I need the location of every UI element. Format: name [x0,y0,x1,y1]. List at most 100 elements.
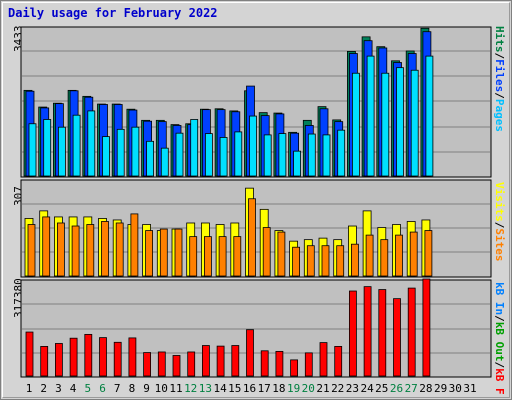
legend-part-0: Visits [493,182,506,222]
bottom-panel-legend: kB In/kB Out/kB F [493,282,506,395]
sites-bar-day-28 [424,230,433,277]
sites-bar-day-23 [350,243,359,277]
kbf-bar-day-18 [275,350,284,377]
sites-bar-day-17 [262,227,271,277]
kbf-bar-day-10 [157,351,166,377]
kbf-bar-day-19 [290,359,299,377]
sites-bar-day-20 [306,245,315,277]
kbf-bar-day-6 [99,337,107,377]
legend-part-2: Sites [493,228,506,262]
pages-bar-day-9 [146,140,155,177]
middle-panel-legend: Visits/Sites [493,182,506,262]
sites-bar-day-16 [248,198,256,277]
pages-bar-day-21 [322,134,331,177]
kbf-bar-day-5 [84,333,93,377]
sites-bar-day-10 [159,228,168,277]
kbf-bar-day-16 [246,329,254,377]
day-label-12: 12 [184,382,198,395]
sites-bar-day-9 [145,230,154,277]
kbf-bar-day-2 [40,346,49,377]
pages-bar-day-10 [160,147,169,177]
pages-bar-day-7 [116,128,125,177]
sites-bar-day-1 [27,224,36,277]
pages-bar-day-1 [28,123,37,177]
sites-bar-day-6 [101,221,109,277]
pages-bar-day-14 [219,137,228,177]
sites-bar-day-15 [233,236,242,277]
day-label-30: 30 [448,382,462,395]
sites-bar-day-7 [115,222,124,277]
pages-bar-day-24 [366,55,375,177]
pages-bar-day-5 [87,110,96,177]
kbf-bar-day-20 [304,352,313,377]
top-panel-legend: Hits/Files/Pages [493,26,506,132]
sites-bar-day-27 [409,231,418,277]
kbf-bar-day-15 [231,345,240,377]
pages-bar-day-26 [396,67,404,177]
day-label-23: 23 [345,382,360,395]
kbf-bar-day-22 [334,346,343,377]
kbf-bar-day-24 [363,286,372,377]
pages-bar-day-17 [263,134,272,177]
pages-bar-day-22 [337,129,346,177]
legend-part-0: Hits [493,26,506,53]
sites-bar-day-3 [57,222,65,277]
kbf-bar-day-17 [260,350,269,377]
pages-bar-day-4 [72,114,81,177]
sites-bar-day-14 [218,236,227,277]
pages-bar-day-15 [234,131,243,177]
kbf-bar-day-26 [393,298,401,377]
day-label-22: 22 [331,382,345,395]
legend-part-2: kB Out [493,321,506,362]
kbf-bar-day-28 [422,278,431,377]
pages-bar-day-6 [102,136,110,177]
sites-bar-day-4 [71,225,80,277]
day-label-19: 19 [286,382,301,395]
day-label-29: 29 [433,382,448,395]
kbf-bar-day-7 [113,341,122,377]
pages-bar-day-25 [381,72,390,177]
kbf-bar-day-25 [378,289,387,377]
day-label-9: 9 [143,382,150,395]
day-label-26: 26 [389,382,404,395]
pages-bar-day-27 [410,69,419,177]
day-label-18: 18 [272,382,286,395]
sites-bar-day-11 [174,228,183,277]
day-label-16: 16 [242,382,257,395]
kbf-bar-day-4 [69,337,78,377]
sites-bar-day-12 [189,236,198,277]
day-label-4: 4 [69,382,77,395]
day-label-8: 8 [128,382,136,395]
legend-part-1: / [493,315,506,322]
sites-bar-day-26 [395,234,403,277]
day-label-7: 7 [113,382,121,395]
day-label-31: 31 [463,382,477,395]
sites-bar-day-18 [277,231,286,277]
day-label-21: 21 [316,382,330,395]
day-label-13: 13 [198,382,213,395]
kbf-bar-day-21 [319,342,328,377]
pages-bar-day-8 [131,126,140,177]
day-label-5: 5 [84,382,92,395]
kbf-bar-day-3 [55,343,63,377]
day-label-3: 3 [55,382,62,395]
kbf-bar-day-13 [201,345,210,377]
pages-bar-day-11 [175,132,184,177]
sites-bar-day-25 [380,239,389,277]
kbf-bar-day-8 [128,337,137,377]
pages-bar-day-18 [278,133,287,177]
day-label-1: 1 [25,382,33,395]
sites-bar-day-24 [365,234,374,277]
day-label-28: 28 [419,382,433,395]
sites-bar-day-22 [336,245,345,277]
pages-bar-day-19 [293,150,302,177]
pages-bar-day-23 [351,72,360,177]
kbf-bar-day-9 [143,352,152,377]
day-label-6: 6 [99,382,106,395]
pages-bar-day-12 [190,119,199,177]
sites-bar-day-13 [203,236,212,277]
pages-bar-day-3 [58,126,66,177]
pages-bar-day-16 [249,115,257,177]
